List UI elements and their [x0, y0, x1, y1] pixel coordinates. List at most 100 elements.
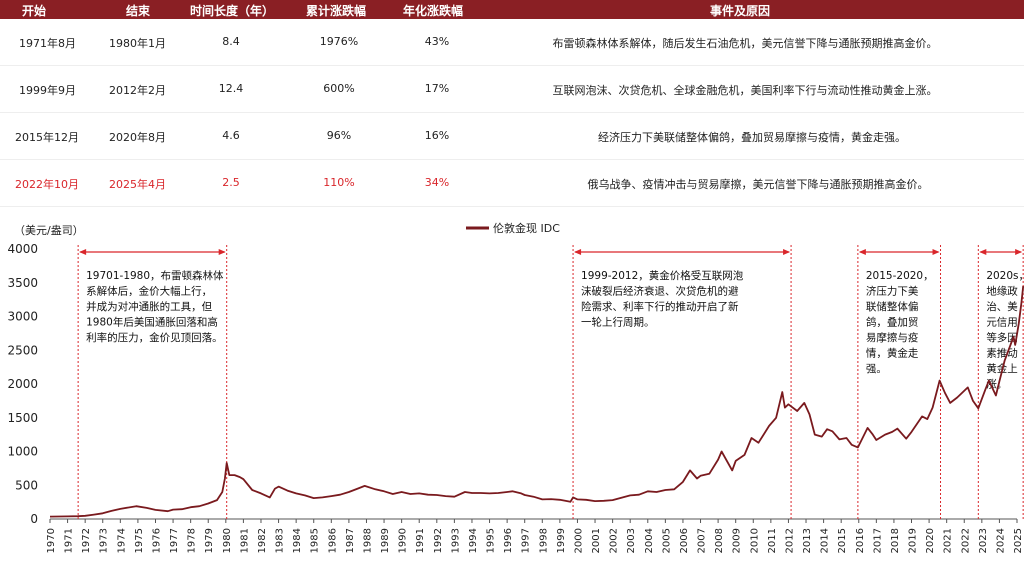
y-tick-label: 2500 [7, 343, 38, 357]
y-tick-label: 3500 [7, 276, 38, 290]
cell-cumulative: 600% [323, 82, 355, 95]
x-tick-label: 1977 [169, 528, 180, 553]
cell-event: 互联网泡沫、次贷危机、全球金融危机，美国利率下行与流动性推动黄金上涨。 [552, 84, 938, 97]
cell-end: 1980年1月 [109, 37, 166, 50]
x-tick-label: 2013 [802, 528, 813, 553]
cell-start: 2022年10月 [15, 178, 79, 191]
x-tick-label: 2017 [872, 528, 883, 553]
x-tick-label: 1975 [134, 528, 145, 553]
cycle-annotation-line: 联储整体偏 [866, 300, 919, 313]
cell-start: 1999年9月 [19, 84, 76, 97]
cycle-annotation-line: 地缘政 [986, 285, 1018, 298]
x-tick-label: 2015 [837, 528, 848, 553]
y-unit-label: （美元/盎司） [14, 223, 84, 237]
x-tick-label: 2021 [943, 528, 954, 553]
cell-end: 2020年8月 [109, 131, 166, 144]
cycle-annotation-line: 易摩擦与疫 [866, 331, 919, 344]
cell-annualized: 34% [424, 176, 450, 189]
table-row-highlight: 2022年10月 2025年4月 2.5 110% 34% 俄乌战争、疫情冲击与… [0, 160, 1024, 207]
y-tick-label: 3000 [7, 310, 38, 324]
cell-end: 2012年2月 [109, 84, 166, 97]
legend-label: 伦敦金现 IDC [493, 221, 560, 235]
table-row: 2015年12月 2020年8月 4.6 96% 16% 经济压力下美联储整体偏… [0, 113, 1024, 160]
x-tick-label: 1972 [81, 528, 92, 553]
x-tick-label: 1984 [292, 528, 303, 553]
cycle-annotation-line: 利率的压力，金价见顶回落。 [86, 331, 223, 344]
x-tick-label: 1970 [46, 528, 57, 553]
y-tick-label: 4000 [7, 242, 38, 256]
x-tick-label: 2000 [573, 528, 584, 553]
y-tick-label: 0 [30, 512, 38, 526]
x-tick-label: 1978 [187, 528, 198, 553]
x-tick-label: 1990 [398, 528, 409, 553]
x-tick-label: 1997 [521, 528, 532, 553]
x-tick-label: 1987 [345, 528, 356, 553]
x-tick-label: 2018 [890, 528, 901, 553]
x-tick-label: 1971 [64, 528, 75, 553]
table-header: 开始 结束 时间长度（年） 累计涨跌幅 年化涨跌幅 事件及原因 [0, 0, 1024, 19]
x-tick-label: 2011 [767, 528, 778, 553]
cycle-annotation-line: 济压力下美 [866, 285, 919, 298]
cycle-annotation-line: 19701-1980，布雷顿森林体 [86, 269, 224, 282]
y-tick-label: 1500 [7, 411, 38, 425]
cycle-annotation-line: 情，黄金走 [866, 347, 919, 360]
cycle-annotation-line: 2020s， [986, 270, 1024, 282]
cell-annualized: 17% [424, 82, 450, 95]
cycle-annotation-line: 2015-2020， [866, 270, 934, 282]
x-tick-label: 2002 [609, 528, 620, 553]
cycle-annotation-line: 等多因 [986, 331, 1018, 344]
header-event: 事件及原因 [710, 4, 771, 18]
x-tick-label: 2010 [749, 528, 760, 553]
cycle-annotation-line: 险需求、利率下行的推动开启了新 [581, 300, 739, 313]
x-tick-label: 2006 [679, 528, 690, 553]
cell-cumulative: 1976% [319, 35, 359, 48]
x-tick-label: 1998 [538, 528, 549, 553]
header-years: 时间长度（年） [190, 4, 275, 18]
cycle-arrowhead-left [979, 249, 987, 255]
x-tick-label: 2003 [626, 528, 637, 553]
cycle-annotation-line: 系解体后，金价大幅上行， [86, 285, 212, 298]
cycle-arrowhead-right [218, 249, 226, 255]
cycle-annotation-line: 治、美 [986, 300, 1018, 313]
cycle-annotation-line: 鸽，叠加贸 [866, 316, 919, 329]
cycle-annotation-line: 一轮上行周期。 [581, 316, 655, 329]
cycle-arrowhead-left [574, 249, 582, 255]
x-tick-label: 1982 [257, 528, 268, 553]
header-cumulative: 累计涨跌幅 [306, 4, 367, 18]
cycle-annotation-line: 沫破裂后经济衰退、次贷危机的避 [581, 285, 739, 298]
cycle-arrowhead-right [1015, 249, 1023, 255]
x-tick-label: 1988 [362, 528, 373, 553]
x-tick-label: 1986 [327, 528, 338, 553]
y-tick-label: 2000 [7, 377, 38, 391]
x-tick-label: 1995 [486, 528, 497, 553]
x-tick-label: 1973 [99, 528, 110, 553]
x-tick-label: 1991 [415, 528, 426, 553]
x-tick-label: 1985 [310, 528, 321, 553]
x-tick-label: 2008 [714, 528, 725, 553]
x-tick-label: 2014 [820, 528, 831, 553]
x-tick-label: 1980 [222, 528, 233, 553]
gold-price-series-line [49, 286, 1024, 518]
header-end: 结束 [126, 4, 151, 18]
cell-annualized: 16% [424, 129, 450, 142]
cell-end: 2025年4月 [109, 178, 166, 191]
events-table: 开始 结束 时间长度（年） 累计涨跌幅 年化涨跌幅 事件及原因 1971年8月 … [0, 0, 1024, 207]
cycle-arrowhead-left [79, 249, 87, 255]
y-tick-label: 500 [15, 478, 38, 492]
cell-years: 4.6 [222, 129, 240, 142]
cell-event: 经济压力下美联储整体偏鸽，叠加贸易摩擦与疫情，黄金走强。 [598, 131, 906, 144]
x-tick-label: 2004 [644, 528, 655, 553]
x-tick-label: 1993 [450, 528, 461, 553]
cell-cumulative: 110% [323, 176, 355, 189]
x-tick-label: 2019 [908, 528, 919, 553]
y-tick-label: 1000 [7, 445, 38, 459]
cycle-arrowhead-right [932, 249, 940, 255]
x-tick-label: 1983 [275, 528, 286, 553]
cell-years: 2.5 [222, 176, 240, 189]
table-row: 1971年8月 1980年1月 8.4 1976% 43% 布雷顿森林体系解体，… [0, 19, 1024, 66]
cell-start: 1971年8月 [19, 37, 76, 50]
cell-event: 布雷顿森林体系解体，随后发生石油危机，美元信誉下降与通胀预期推高金价。 [552, 37, 938, 50]
x-tick-label: 1992 [433, 528, 444, 553]
cycle-annotation-line: 并成为对冲通胀的工具，但 [86, 300, 212, 313]
